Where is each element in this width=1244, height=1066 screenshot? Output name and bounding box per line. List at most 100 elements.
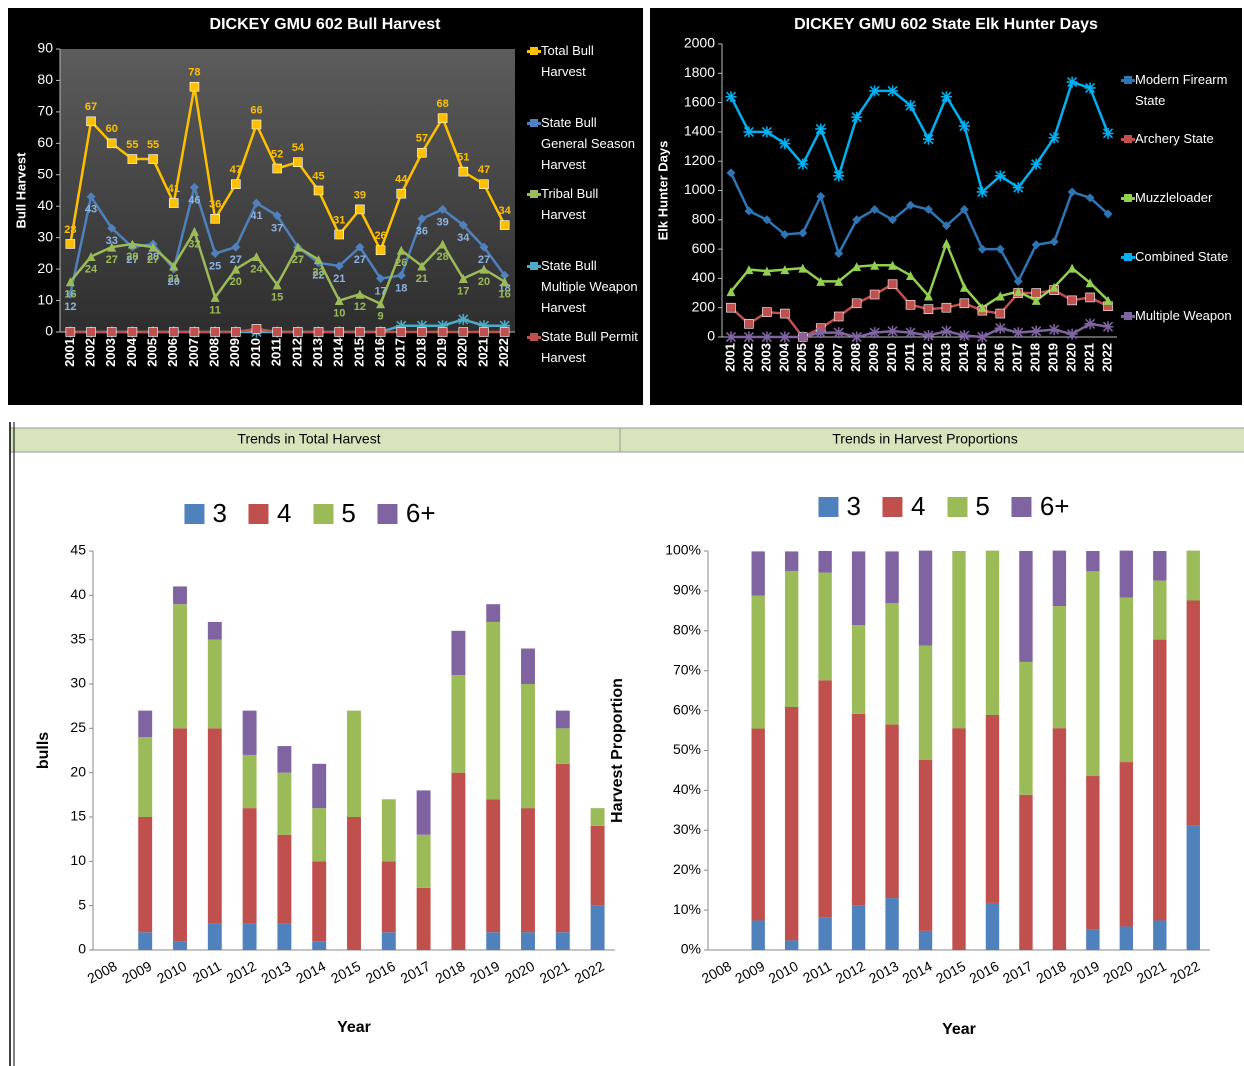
y-tick-label: 30% xyxy=(673,821,701,837)
data-label: 36 xyxy=(416,226,428,238)
marker xyxy=(959,298,970,309)
marker xyxy=(437,320,449,332)
marker xyxy=(396,270,406,280)
marker xyxy=(1031,240,1041,250)
marker xyxy=(148,154,158,164)
y-tick-label: 35 xyxy=(70,630,86,646)
bar-segment xyxy=(207,728,222,924)
y-tick-label: 20 xyxy=(70,763,86,779)
data-label: 21 xyxy=(416,273,428,285)
marker xyxy=(816,191,826,201)
series-line xyxy=(730,282,1109,339)
x-tick-label: 2020 xyxy=(1064,343,1079,372)
bar-segment xyxy=(851,713,866,906)
bar-segment xyxy=(784,707,799,941)
data-label: 44 xyxy=(395,174,408,186)
data-label: 39 xyxy=(436,216,448,228)
marker xyxy=(479,242,489,252)
x-tick-label: 2019 xyxy=(1067,958,1102,987)
x-tick-label: 2016 xyxy=(363,958,398,987)
marker xyxy=(869,327,881,339)
marker xyxy=(743,126,755,138)
marker xyxy=(762,215,772,225)
bar-segment xyxy=(1119,597,1134,763)
bar-segment xyxy=(918,759,933,931)
marker xyxy=(922,133,934,145)
x-tick-label: 2015 xyxy=(974,343,989,372)
marker xyxy=(725,331,737,343)
legend-item: Combined State xyxy=(1121,246,1239,267)
x-tick-label: 2006 xyxy=(165,338,180,367)
marker xyxy=(458,327,469,337)
marker xyxy=(210,327,220,337)
marker xyxy=(905,100,917,112)
bar-segment xyxy=(138,817,153,933)
data-label: 66 xyxy=(250,104,262,116)
y-axis-title: Harvest Proportion xyxy=(609,678,626,823)
legend-marker xyxy=(530,261,538,270)
x-tick-label: 2021 xyxy=(475,338,490,367)
y-tick-label: 40 xyxy=(37,197,53,213)
marker xyxy=(1102,321,1114,333)
marker xyxy=(458,274,468,284)
x-tick-label: 2007 xyxy=(186,338,201,367)
y-tick-label: 50 xyxy=(37,165,53,181)
x-tick-label: 2009 xyxy=(227,338,242,367)
marker xyxy=(251,252,261,262)
y-tick-label: 200 xyxy=(692,298,716,314)
marker xyxy=(1103,209,1113,219)
marker xyxy=(65,277,75,287)
x-tick-label: 2021 xyxy=(537,958,572,987)
x-tick-label: 2008 xyxy=(699,958,734,987)
y-tick-label: 0 xyxy=(707,328,715,344)
marker xyxy=(726,168,736,178)
y-tick-label: 90 xyxy=(37,40,53,56)
bar-segment xyxy=(1086,571,1100,777)
legend-swatch xyxy=(527,261,541,270)
marker xyxy=(375,327,386,337)
data-label: 18 xyxy=(395,282,407,294)
legend-marker xyxy=(530,190,538,198)
x-tick-label: 2009 xyxy=(732,958,767,987)
bar-segment xyxy=(451,772,466,950)
x-tick-label: 2010 xyxy=(154,958,189,987)
bar-segment xyxy=(381,799,396,862)
x-tick-label: 2003 xyxy=(103,338,118,367)
data-label: 24 xyxy=(85,263,98,275)
legend-marker xyxy=(530,47,538,55)
marker xyxy=(65,327,76,337)
bar-segment xyxy=(784,940,799,950)
marker xyxy=(210,292,220,302)
marker xyxy=(959,282,969,292)
series-line xyxy=(69,86,506,254)
bar-segment xyxy=(1052,728,1067,950)
marker xyxy=(168,198,179,208)
marker xyxy=(816,276,826,286)
bar-segment xyxy=(347,817,361,950)
legend: 3 4 5 6+ xyxy=(818,491,1070,522)
legend-item: Muzzleloader xyxy=(1121,187,1239,208)
y-tick-label: 80% xyxy=(673,622,701,638)
marker xyxy=(797,158,809,170)
legend-label: Multiple Weapon xyxy=(1135,308,1232,323)
y-tick-label: 5 xyxy=(78,896,86,912)
data-label: 34 xyxy=(499,205,512,217)
marker xyxy=(107,242,117,252)
x-tick-label: 2004 xyxy=(776,342,791,372)
data-label: 16 xyxy=(64,289,76,301)
bar-segment xyxy=(751,920,765,950)
marker xyxy=(478,320,490,332)
legend-label: 5 xyxy=(975,491,990,521)
bar-segment xyxy=(416,887,431,950)
marker xyxy=(417,261,427,271)
marker xyxy=(293,157,303,167)
marker xyxy=(995,308,1006,319)
legend-marker xyxy=(1124,135,1132,143)
x-tick-label: 2012 xyxy=(920,343,935,372)
marker xyxy=(780,229,790,239)
series-line xyxy=(729,80,1110,195)
bar-segment xyxy=(207,639,222,729)
data-label: 32 xyxy=(188,238,200,250)
marker xyxy=(230,179,241,190)
marker xyxy=(355,327,365,337)
